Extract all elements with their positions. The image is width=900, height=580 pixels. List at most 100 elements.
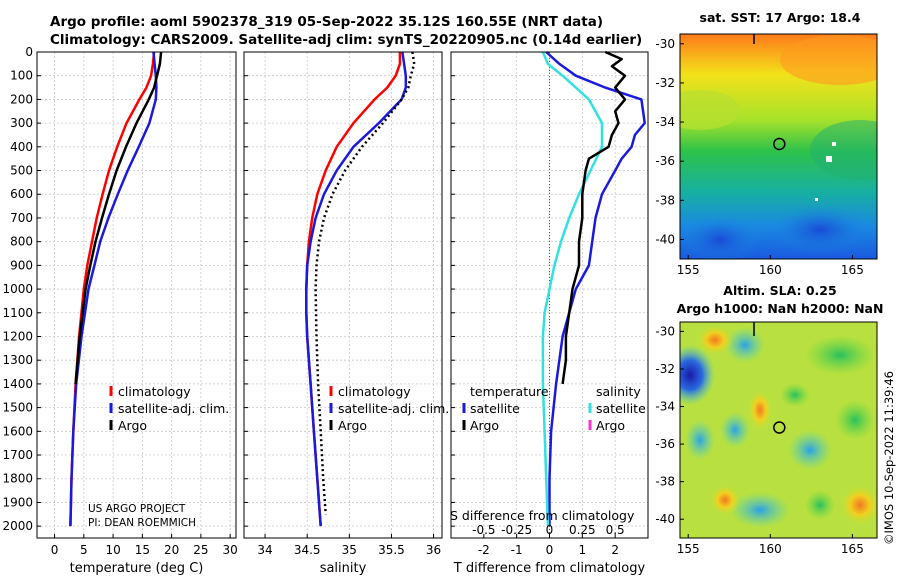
- legend-label: satellite-adj. clim.: [118, 401, 229, 416]
- y-tick-label: 1700: [2, 448, 33, 462]
- series-line-s-satellite: [541, 51, 604, 527]
- map-y-tick-label: -38: [655, 475, 675, 489]
- series-line-argo: [74, 51, 163, 385]
- x-tick-label: 5: [80, 543, 88, 557]
- y-tick-label: 100: [10, 69, 33, 83]
- credit-project: US ARGO PROJECT: [88, 503, 186, 515]
- map-x-tick-label: 160: [759, 542, 782, 556]
- x-tick-label: 1: [579, 543, 587, 557]
- legend-title-salinity: salinity: [596, 384, 641, 399]
- y-tick-label: 500: [10, 164, 33, 178]
- map-x-tick-label: 160: [759, 263, 782, 277]
- x-tick-label-secondary: -0.5: [472, 523, 495, 537]
- map-y-tick-label: -40: [655, 232, 675, 246]
- y-tick-label: 1200: [2, 329, 33, 343]
- sla-map-title-line-2: Argo h1000: NaN h2000: NaN: [676, 301, 884, 316]
- map-x-tick-label: 165: [841, 542, 864, 556]
- legend-title-temperature: temperature: [470, 384, 549, 399]
- y-tick-label: 1900: [2, 495, 33, 509]
- salinity-panel: 34 34.5 35 35.5 36 salinity climatology satelli…: [243, 51, 449, 576]
- x-tick-label-secondary: 0.25: [569, 523, 596, 537]
- x-tick-label: -1: [511, 543, 523, 557]
- x-axis-label: T difference from climatology: [453, 561, 646, 576]
- y-tick-label: 0: [25, 45, 33, 59]
- y-tick-label: 1500: [2, 401, 33, 415]
- legend-label: satellite-adj. clim.: [338, 401, 449, 416]
- sla-map: 155 160 165 -30 -32 -34 -36 -38 -40: [655, 321, 878, 556]
- y-tick-label: 600: [10, 187, 33, 201]
- map-y-tick-label: -34: [655, 115, 675, 129]
- legend-label: satellite: [470, 401, 520, 416]
- legend-label: climatology: [118, 384, 191, 399]
- legend-label: climatology: [338, 384, 411, 399]
- map-y-tick-label: -36: [655, 437, 675, 451]
- figure-title-line-2: Climatology: CARS2009. Satellite-adj cli…: [50, 32, 643, 48]
- sla-float-marker: [773, 421, 786, 434]
- x-tick-label-secondary: 0: [546, 523, 554, 537]
- figure-title-line-1: Argo profile: aoml 5902378_319 05-Sep-20…: [50, 14, 604, 30]
- temperature-panel: 0 5 10 15 20 25 30 temperature (deg C) 0 100 200 30…: [2, 45, 237, 576]
- x-axis-label: temperature (deg C): [70, 561, 204, 576]
- map-y-tick-label: -40: [655, 512, 675, 526]
- y-tick-label: 900: [10, 258, 33, 272]
- map-y-tick-label: -30: [655, 324, 675, 338]
- y-tick-label: 700: [10, 211, 33, 225]
- x-tick-label: 35: [342, 543, 357, 557]
- x-tick-label: 36: [426, 543, 441, 557]
- map-y-tick-label: -34: [655, 400, 675, 414]
- x-tick-label-secondary: 0.5: [606, 523, 625, 537]
- x-tick-label-secondary: -0.25: [501, 523, 532, 537]
- x-tick-label: 34.5: [294, 543, 321, 557]
- difference-panel: -2 -1 0 1 2 T difference from climatology temp…: [450, 50, 649, 576]
- x-tick-label: 10: [105, 543, 120, 557]
- axes-frame: [243, 51, 443, 539]
- y-tick-label: 1800: [2, 472, 33, 486]
- y-tick-label: 200: [10, 92, 33, 106]
- y-tick-label: 1000: [2, 282, 33, 296]
- map-y-tick-label: -30: [655, 37, 675, 51]
- map-x-tick-label: 155: [677, 542, 700, 556]
- sst-map-title: sat. SST: 17 Argo: 18.4: [699, 10, 861, 25]
- x-axis-label: salinity: [320, 561, 367, 576]
- y-tick-label: 300: [10, 116, 33, 130]
- series-line-satellite-adj-clim-: [305, 51, 408, 527]
- map-y-tick-label: -32: [655, 76, 675, 90]
- series-line-satellite-adj-clim-: [69, 51, 158, 527]
- sla-map-title-line-1: Altim. SLA: 0.25: [723, 283, 837, 298]
- x-tick-label: 20: [164, 543, 179, 557]
- series-line-argo: [314, 51, 416, 515]
- x-tick-label: 30: [223, 543, 238, 557]
- legend-label: Argo: [118, 418, 147, 433]
- y-tick-label: 2000: [2, 519, 33, 533]
- x-tick-label: 35.5: [378, 543, 405, 557]
- axes-frame: [36, 51, 237, 539]
- x-tick-label: 2: [611, 543, 619, 557]
- y-tick-label: 1600: [2, 424, 33, 438]
- y-tick-label: 1100: [2, 306, 33, 320]
- credit-pi: PI: DEAN ROEMMICH: [88, 517, 196, 529]
- sst-map: 155 160 165 -30 -32 -34 -36 -38 -40: [655, 33, 878, 277]
- legend-label: Argo: [338, 418, 367, 433]
- x-tick-label: 0: [546, 543, 554, 557]
- x-tick-label: 0: [51, 543, 59, 557]
- x-tick-label: 34: [257, 543, 272, 557]
- map-x-tick-label: 155: [677, 263, 700, 277]
- map-y-tick-label: -38: [655, 193, 675, 207]
- map-x-tick-label: 165: [841, 263, 864, 277]
- x-tick-label: -2: [478, 543, 490, 557]
- y-tick-label: 800: [10, 235, 33, 249]
- x-axis-label-secondary: S difference from climatology: [450, 508, 635, 523]
- legend-label: Argo: [596, 418, 625, 433]
- legend-label: Argo: [470, 418, 499, 433]
- y-tick-label: 1300: [2, 353, 33, 367]
- map-y-tick-label: -32: [655, 362, 675, 376]
- x-tick-label: 15: [135, 543, 150, 557]
- map-y-tick-label: -36: [655, 154, 675, 168]
- series-line-t-argo: [561, 50, 627, 385]
- y-tick-label: 1400: [2, 377, 33, 391]
- sst-float-marker: [773, 137, 786, 151]
- x-tick-label: 25: [193, 543, 208, 557]
- y-tick-label: 400: [10, 140, 33, 154]
- legend-label: satellite: [596, 401, 646, 416]
